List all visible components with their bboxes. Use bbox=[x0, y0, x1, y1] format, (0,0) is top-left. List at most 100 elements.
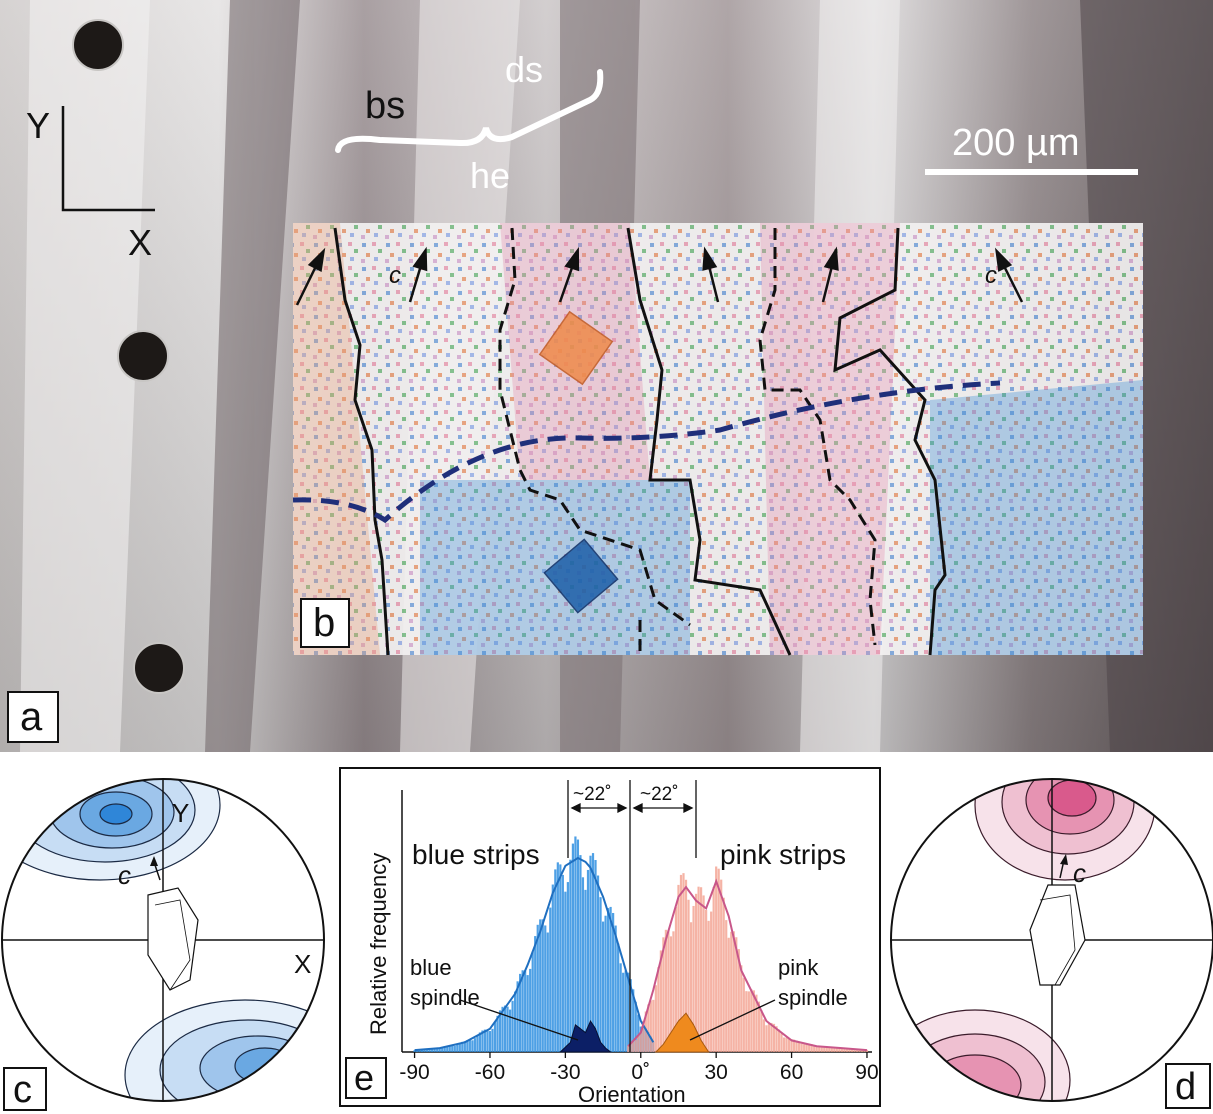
c-axis-arrows bbox=[295, 246, 1024, 306]
pink-spindle-area bbox=[654, 1012, 710, 1053]
blue-strip-bar bbox=[471, 1040, 474, 1052]
pink-strip-bar bbox=[727, 937, 730, 1052]
pink-strip-bar bbox=[823, 1047, 826, 1052]
blue-spindle-label-2: spindle bbox=[410, 985, 480, 1010]
blue-strip-bar bbox=[591, 853, 595, 1052]
blue-strip-bar bbox=[481, 1030, 484, 1052]
svg-text:a: a bbox=[20, 695, 43, 739]
blue-strip-bar bbox=[584, 889, 587, 1052]
x-tick-label: 30 bbox=[704, 1061, 727, 1084]
blue-strip-bar bbox=[569, 859, 572, 1052]
pink-strip-bar bbox=[702, 895, 705, 1052]
pink-strip-bar bbox=[755, 994, 758, 1052]
blue-strip-bar bbox=[571, 843, 575, 1052]
blue-spindle-label-1: blue bbox=[410, 955, 452, 980]
blue-strip-bar bbox=[521, 970, 524, 1052]
pink-strip-bar bbox=[772, 1023, 776, 1052]
pink-strip-bar bbox=[813, 1044, 816, 1052]
blue-strip-bar bbox=[524, 970, 527, 1052]
blue-strip-bar bbox=[556, 862, 559, 1052]
panel-e-histogram: -90 -60 -30 0˚ 30 60 90 Relative frequency Ori… bbox=[339, 767, 881, 1107]
panel-label-c: c bbox=[3, 1067, 47, 1111]
blue-strip-bar bbox=[596, 875, 600, 1052]
blue-strip-bar bbox=[634, 1001, 637, 1052]
pink-strip-bar bbox=[825, 1046, 828, 1052]
blue-strip-bar bbox=[456, 1044, 459, 1052]
histogram-x-label: Orientation bbox=[578, 1082, 686, 1107]
pink-strip-bar bbox=[725, 920, 728, 1052]
blue-strip-bar bbox=[478, 1032, 482, 1052]
crystal-c bbox=[147, 887, 199, 991]
blue-strip-bar bbox=[514, 991, 517, 1052]
grain-boundaries bbox=[333, 227, 947, 656]
blue-strip-bar bbox=[508, 1009, 512, 1052]
pink-strip-bar bbox=[808, 1043, 811, 1052]
scale-bar: 200 µm bbox=[925, 122, 1138, 175]
blue-strip-bar bbox=[536, 924, 539, 1052]
blue-strip-bar bbox=[617, 943, 620, 1052]
blue-strip-bar bbox=[466, 1040, 469, 1052]
pink-strip-bar bbox=[694, 893, 698, 1052]
blue-strip-bar bbox=[476, 1035, 479, 1052]
pink-strip-bar bbox=[740, 965, 743, 1052]
blue-strip-bar bbox=[498, 1010, 502, 1052]
pink-strip-bar bbox=[745, 991, 748, 1052]
pink-spindle-label-1: pink bbox=[778, 955, 819, 980]
x-tick-label: 60 bbox=[780, 1061, 803, 1084]
blue-strip-bar bbox=[506, 1006, 509, 1052]
blue-strip-bar bbox=[561, 874, 564, 1052]
blue-strip-bar bbox=[629, 979, 632, 1052]
c-axis-label-right: c bbox=[985, 262, 997, 289]
xy-axes: Y X bbox=[26, 105, 155, 263]
blue-strip-bar bbox=[614, 925, 617, 1052]
pink-strip-bar bbox=[649, 1000, 652, 1052]
pink-strip-bar bbox=[865, 1049, 869, 1052]
pink-strip-bar bbox=[770, 1022, 773, 1052]
pink-strip-bar bbox=[732, 931, 735, 1052]
pink-strip-bar bbox=[792, 1039, 796, 1052]
blue-strip-bar bbox=[511, 1000, 514, 1052]
blue-strip-bar bbox=[436, 1048, 439, 1052]
pink-strip-bar bbox=[848, 1048, 851, 1052]
pink-strip-bar bbox=[757, 1001, 760, 1052]
brace-label-ds: ds bbox=[505, 49, 543, 90]
pink-strip-bar bbox=[722, 897, 725, 1052]
blue-strip-bar bbox=[579, 855, 582, 1052]
x-tick-label: 0˚ bbox=[631, 1061, 650, 1084]
pink-strip-bar bbox=[787, 1037, 791, 1052]
blue-strip-bar bbox=[431, 1048, 434, 1052]
blue-strip-bar bbox=[606, 908, 610, 1052]
pink-strip-bar bbox=[639, 1031, 642, 1052]
pink-strip-bar bbox=[805, 1043, 808, 1052]
x-tick-label: -30 bbox=[550, 1061, 580, 1084]
pink-strip-bar bbox=[830, 1046, 833, 1052]
pink-strip-bar bbox=[835, 1047, 838, 1052]
blue-strip-curve bbox=[414, 856, 655, 1052]
pink-strip-bar bbox=[637, 1035, 640, 1052]
pink-strip-bar bbox=[752, 990, 755, 1052]
blue-strip-bar bbox=[576, 839, 580, 1052]
pink-strip-bar bbox=[712, 886, 715, 1052]
pink-strip-bar bbox=[828, 1046, 831, 1052]
blue-strip-bar bbox=[448, 1045, 451, 1052]
pink-strip-bar bbox=[860, 1049, 864, 1052]
pink-strip-bar bbox=[629, 1043, 632, 1052]
blue-strip-bar bbox=[421, 1049, 424, 1052]
pink-strip-bar bbox=[775, 1026, 778, 1052]
blue-strip-bar bbox=[423, 1048, 426, 1052]
blue-strip-bar bbox=[581, 877, 585, 1052]
blue-strip-bar bbox=[544, 925, 547, 1052]
blue-strip-bar bbox=[443, 1046, 446, 1052]
panel-label-d: d bbox=[1165, 1063, 1211, 1109]
blue-strip-bar bbox=[413, 1050, 416, 1052]
pink-strip-bar bbox=[662, 937, 665, 1052]
brace-annotation: ds bs he bbox=[335, 49, 604, 196]
pink-strip-bar bbox=[785, 1037, 788, 1052]
blue-strip-bar bbox=[551, 884, 554, 1052]
pink-strip-bar bbox=[750, 989, 753, 1052]
pink-strip-bar bbox=[853, 1049, 856, 1052]
pink-strip-curve bbox=[627, 878, 868, 1052]
blue-strip-bar bbox=[539, 919, 542, 1052]
blue-strip-bar bbox=[488, 1031, 492, 1052]
